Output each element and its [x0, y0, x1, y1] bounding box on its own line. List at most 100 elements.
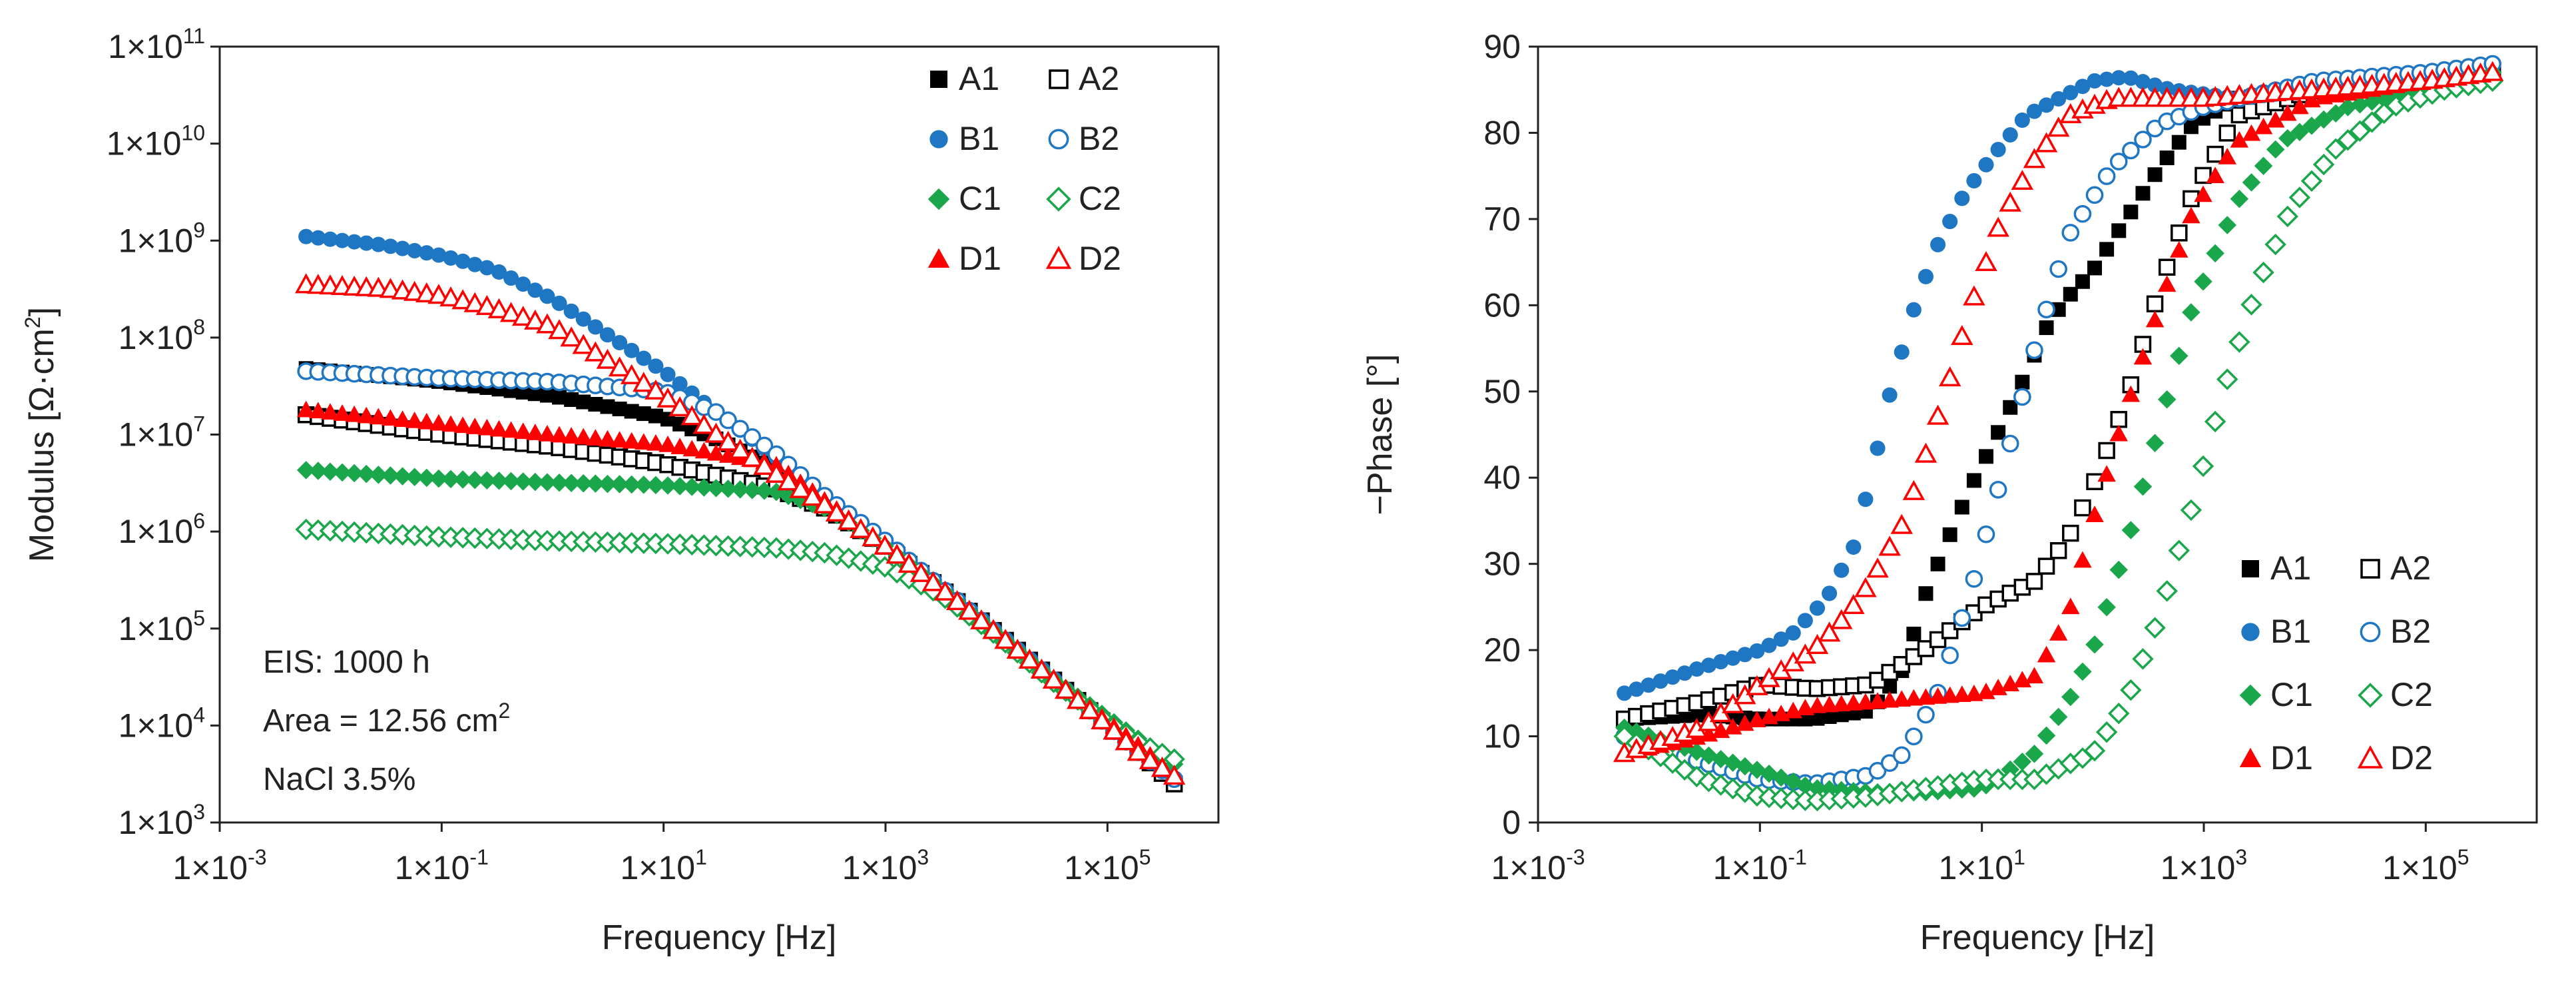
- data-point-C2: [2095, 721, 2118, 743]
- data-point-A2: [2171, 224, 2188, 242]
- data-point-D2: [403, 280, 426, 301]
- data-point-B1: [1629, 681, 1645, 697]
- data-point-B2: [719, 411, 737, 430]
- data-point-C1: [2121, 521, 2141, 539]
- data-point-C1: [2338, 98, 2358, 117]
- data-point-D2: [1006, 639, 1029, 659]
- data-point-C1: [1796, 776, 1815, 795]
- data-point-D2: [633, 372, 655, 392]
- data-point-C1: [586, 474, 605, 493]
- data-point-D2: [801, 486, 824, 506]
- data-point-C1: [2218, 216, 2236, 234]
- data-point-B1: [1641, 677, 1657, 693]
- data-point-C1: [2013, 752, 2032, 771]
- data-point-B1: [358, 235, 374, 251]
- data-point-D1: [1868, 692, 1887, 709]
- y-tick-label: 60: [1483, 286, 1521, 324]
- data-point-B2: [1941, 646, 1959, 665]
- data-point-B1: [575, 311, 591, 327]
- data-point-B1: [636, 350, 652, 366]
- legend-label-D1: D1: [959, 240, 1001, 277]
- data-point-D1: [574, 428, 593, 445]
- data-point-D2: [620, 364, 643, 384]
- data-point-D2: [945, 590, 969, 611]
- data-point-B1: [1918, 268, 1934, 284]
- legend-label-C2: C2: [1079, 180, 1121, 217]
- data-point-B1: [1809, 600, 1826, 616]
- data-point-A1: [2099, 242, 2115, 257]
- data-point-B1: [660, 366, 676, 382]
- data-point-D2: [921, 571, 945, 591]
- data-point-B1: [395, 240, 411, 256]
- data-point-B1: [1688, 661, 1704, 677]
- data-point-C1: [526, 472, 545, 492]
- data-point-B2: [2085, 186, 2104, 204]
- data-point-D1: [1940, 686, 1959, 703]
- data-point-D1: [706, 444, 726, 461]
- data-point-B1: [2099, 71, 2115, 87]
- data-point-B2: [2049, 260, 2067, 278]
- data-point-D2: [850, 517, 872, 538]
- legend-label-C2: C2: [2390, 676, 2433, 713]
- data-point-D2: [1842, 593, 1865, 614]
- data-point-C1: [2266, 140, 2285, 159]
- data-point-B1: [624, 342, 640, 358]
- legend-label-D1: D1: [2270, 739, 2313, 777]
- data-point-D1: [369, 408, 388, 425]
- data-point-B1: [612, 334, 628, 351]
- data-point-C1: [598, 474, 617, 494]
- data-point-B1: [2075, 79, 2091, 95]
- data-point-C1: [309, 462, 328, 480]
- data-point-C1: [682, 478, 701, 496]
- x-tick-label: 1×10-1: [1713, 845, 1807, 886]
- data-point-C1: [755, 482, 774, 500]
- data-point-D1: [2230, 131, 2249, 148]
- data-point-D2: [2011, 169, 2034, 190]
- data-point-D1: [309, 402, 328, 419]
- data-point-D2: [644, 379, 667, 400]
- data-point-D1: [2290, 97, 2309, 115]
- data-point-D1: [2049, 624, 2068, 641]
- data-point-D2: [1818, 621, 1841, 642]
- data-point-D1: [2145, 310, 2165, 328]
- data-point-B1: [1870, 440, 1886, 456]
- data-point-B1: [491, 264, 507, 280]
- data-point-D1: [562, 427, 581, 444]
- series-C2: [1613, 70, 2503, 812]
- data-point-D2: [1042, 668, 1065, 689]
- data-point-C2: [2144, 617, 2166, 639]
- data-point-A1: [2087, 260, 2103, 276]
- data-point-D2: [1806, 633, 1829, 655]
- data-point-C1: [429, 469, 448, 488]
- data-point-D2: [391, 279, 414, 300]
- data-point-B1: [1942, 214, 1958, 230]
- data-point-B1: [563, 303, 579, 319]
- data-point-C1: [453, 470, 472, 489]
- data-point-B1: [648, 358, 664, 374]
- data-point-C2: [2300, 170, 2323, 192]
- data-point-D1: [393, 410, 412, 427]
- plot-frame: [1537, 45, 2538, 824]
- y-tick-label: 40: [1483, 459, 1521, 496]
- data-point-D2: [680, 405, 703, 426]
- data-point-B1: [1906, 302, 1922, 318]
- data-point-D2: [548, 319, 571, 340]
- y-axis-title: Modulus [Ω·cm2]: [21, 307, 61, 562]
- x-tick-label: 1×10-3: [172, 845, 266, 886]
- data-point-B1: [672, 376, 688, 392]
- data-point-D1: [405, 412, 424, 428]
- data-point-C2: [2264, 233, 2286, 256]
- data-point-D2: [1830, 609, 1853, 629]
- data-point-A1: [2111, 223, 2127, 238]
- data-point-D2: [1067, 689, 1089, 709]
- data-point-D2: [692, 414, 716, 434]
- data-point-D2: [2047, 117, 2070, 137]
- y-tick-label: 1×107: [119, 412, 205, 454]
- data-point-D1: [1892, 690, 1911, 707]
- data-point-C2: [2276, 205, 2299, 228]
- data-point-D2: [1139, 749, 1162, 769]
- data-point-D2: [1091, 709, 1113, 730]
- data-point-A2: [2110, 411, 2127, 428]
- data-point-D2: [753, 454, 776, 475]
- data-point-D2: [765, 462, 788, 483]
